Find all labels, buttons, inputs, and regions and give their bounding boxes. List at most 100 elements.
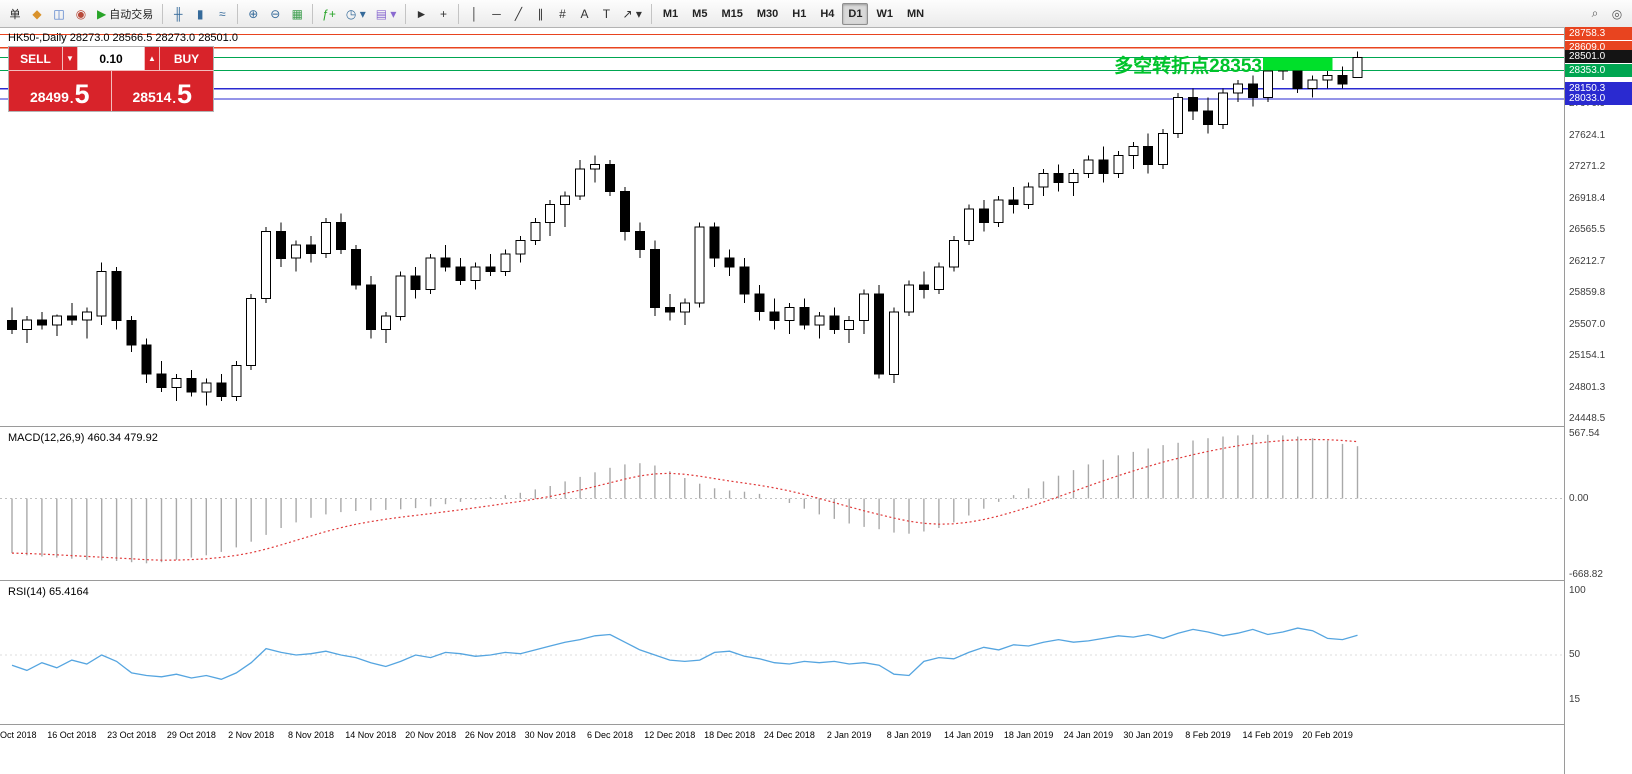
ohlc-bars-icon: ╫ bbox=[173, 6, 183, 21]
tf-h4[interactable]: H4 bbox=[814, 3, 840, 25]
price-tag: 28033.0 bbox=[1565, 92, 1632, 106]
text-icon[interactable]: A bbox=[574, 3, 594, 25]
tile-windows-icon[interactable]: ▦ bbox=[287, 3, 307, 25]
periods-icon[interactable]: ◷ ▾ bbox=[342, 3, 370, 25]
macd-indicator-chart[interactable] bbox=[0, 428, 1564, 580]
candle bbox=[410, 275, 421, 291]
sell-price[interactable]: 28499. 5 bbox=[9, 71, 112, 111]
candle bbox=[1113, 155, 1124, 174]
tf-m1[interactable]: M1 bbox=[657, 3, 684, 25]
candle bbox=[634, 231, 645, 250]
candle bbox=[126, 320, 137, 346]
time-axis[interactable]: 10 Oct 2018 16 Oct 2018 23 Oct 2018 29 Oct … bbox=[0, 726, 1564, 746]
tf-m15[interactable]: M15 bbox=[715, 3, 748, 25]
trendline-icon[interactable]: ╱ bbox=[508, 3, 528, 25]
candle bbox=[201, 382, 212, 393]
toolbar-separator bbox=[458, 3, 460, 24]
candle bbox=[1023, 186, 1034, 206]
tf-mn[interactable]: MN bbox=[901, 3, 930, 25]
autotrading-button[interactable]: ▶ 自动交易 bbox=[93, 3, 157, 25]
charts-grid-icon[interactable]: ◆ bbox=[27, 3, 47, 25]
candle bbox=[1143, 146, 1154, 165]
text-icon: A bbox=[580, 6, 589, 21]
price-scale-label: 24448.5 bbox=[1569, 413, 1606, 424]
sell-button[interactable]: SELL bbox=[9, 47, 62, 70]
candle bbox=[829, 315, 840, 331]
tf-w1[interactable]: W1 bbox=[870, 3, 899, 25]
zoom-out-icon[interactable]: ⊖ bbox=[265, 3, 285, 25]
profiles-icon[interactable]: ◫ bbox=[49, 3, 69, 25]
arrows-icon[interactable]: ↗ ▾ bbox=[618, 3, 645, 25]
date-axis-label: 12 Dec 2018 bbox=[644, 730, 696, 740]
indicators-icon[interactable]: ƒ+ bbox=[318, 3, 340, 25]
tf-d1[interactable]: D1 bbox=[842, 2, 869, 25]
price-tag: 28150.3 bbox=[1565, 81, 1632, 95]
toolbar-separator bbox=[162, 3, 164, 24]
candle bbox=[874, 293, 885, 375]
candle bbox=[1098, 159, 1109, 175]
date-axis-label: 14 Nov 2018 bbox=[345, 730, 397, 740]
candle bbox=[948, 239, 959, 268]
arrows-icon: ↗ ▾ bbox=[622, 6, 642, 21]
fibonacci-icon[interactable]: # bbox=[552, 3, 572, 25]
rsi-indicator-chart[interactable] bbox=[0, 582, 1564, 724]
crosshair-icon[interactable]: + bbox=[433, 3, 453, 25]
date-axis-label: 30 Jan 2019 bbox=[1123, 730, 1173, 740]
highlight-rectangle[interactable] bbox=[1262, 57, 1333, 71]
candle bbox=[350, 248, 361, 286]
price-scale[interactable]: 27976.927624.127271.226918.426565.526212… bbox=[1564, 27, 1632, 774]
candle bbox=[335, 222, 346, 250]
templates-icon: ▤ ▾ bbox=[375, 6, 397, 21]
channel-icon[interactable]: ∥ bbox=[530, 3, 550, 25]
panel-divider[interactable] bbox=[0, 580, 1632, 581]
rsi-indicator-label: RSI(14) 65.4164 bbox=[8, 586, 89, 598]
price-scale-label: 27271.2 bbox=[1569, 161, 1606, 173]
community-icon[interactable]: ◎ bbox=[1611, 6, 1623, 21]
lot-size-input[interactable] bbox=[78, 47, 144, 70]
tf-m1-label: M1 bbox=[662, 7, 679, 20]
market-watch-icon: ◉ bbox=[75, 6, 87, 21]
candle bbox=[993, 199, 1004, 223]
price-scale-label: 25154.1 bbox=[1569, 350, 1606, 361]
tf-m30[interactable]: M30 bbox=[751, 3, 784, 25]
horizontal-line-icon[interactable]: ─ bbox=[486, 3, 506, 25]
lot-increase-button[interactable]: ▲ bbox=[144, 47, 160, 70]
rsi-scale-label: 100 bbox=[1569, 585, 1586, 596]
candle bbox=[814, 315, 825, 326]
tf-h1[interactable]: H1 bbox=[786, 3, 812, 25]
candle bbox=[679, 302, 690, 313]
zoom-in-icon[interactable]: ⊕ bbox=[243, 3, 263, 25]
panel-divider[interactable] bbox=[0, 426, 1632, 427]
candle bbox=[1068, 173, 1079, 183]
line-chart-icon[interactable]: ≈ bbox=[212, 3, 232, 25]
vertical-line-icon[interactable]: │ bbox=[464, 3, 484, 25]
buy-button[interactable]: BUY bbox=[160, 47, 213, 70]
toolbar-right-icons: ⌕ ◎ bbox=[1584, 3, 1628, 25]
one-click-trading-panel: SELL ▼ ▲ BUY 28499.5 28514.5 bbox=[8, 46, 214, 112]
candle bbox=[1262, 70, 1273, 99]
fibonacci-icon: # bbox=[559, 6, 566, 21]
lot-decrease-button[interactable]: ▼ bbox=[62, 47, 78, 70]
ohlc-bars-icon[interactable]: ╫ bbox=[168, 3, 188, 25]
tile-windows-icon: ▦ bbox=[291, 6, 303, 21]
search-icon[interactable]: ⌕ bbox=[1591, 6, 1599, 20]
new-order-button[interactable]: 单 bbox=[5, 3, 25, 25]
date-axis-label: 30 Nov 2018 bbox=[524, 730, 576, 740]
templates-icon[interactable]: ▤ ▾ bbox=[372, 3, 401, 25]
candle bbox=[1008, 199, 1019, 206]
cursor-icon[interactable]: ► bbox=[411, 3, 431, 25]
buy-price[interactable]: 28514. 5 bbox=[112, 71, 214, 111]
candle bbox=[619, 190, 630, 233]
market-watch-icon[interactable]: ◉ bbox=[71, 3, 91, 25]
tf-m5[interactable]: M5 bbox=[686, 3, 713, 25]
sell-price-dot: . bbox=[69, 90, 74, 106]
candle bbox=[1337, 74, 1348, 85]
candle bbox=[81, 311, 92, 321]
main-toolbar: 单 ◆ ◫ ◉ ▶ 自动交易 ╫ ▮ ≈ ⊕ ⊖ ▦ ƒ+ ◷ ▾ ▤ ▾ ► + │ ─ ╱ ∥ # A T ↗ ▾ M1 M5 M… bbox=[0, 0, 1632, 28]
candle bbox=[171, 378, 182, 389]
label-icon[interactable]: T bbox=[596, 3, 616, 25]
candlesticks-icon[interactable]: ▮ bbox=[190, 3, 210, 25]
price-chart[interactable] bbox=[0, 28, 1564, 426]
candle bbox=[231, 364, 242, 397]
price-scale-label: 26212.7 bbox=[1569, 255, 1606, 267]
